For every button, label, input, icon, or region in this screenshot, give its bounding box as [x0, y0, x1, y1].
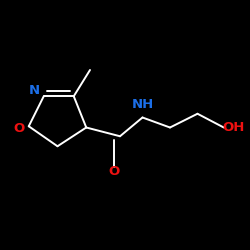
- Text: OH: OH: [222, 121, 244, 134]
- Text: NH: NH: [132, 98, 154, 112]
- Text: O: O: [14, 122, 25, 135]
- Text: N: N: [29, 84, 40, 96]
- Text: O: O: [108, 165, 120, 178]
